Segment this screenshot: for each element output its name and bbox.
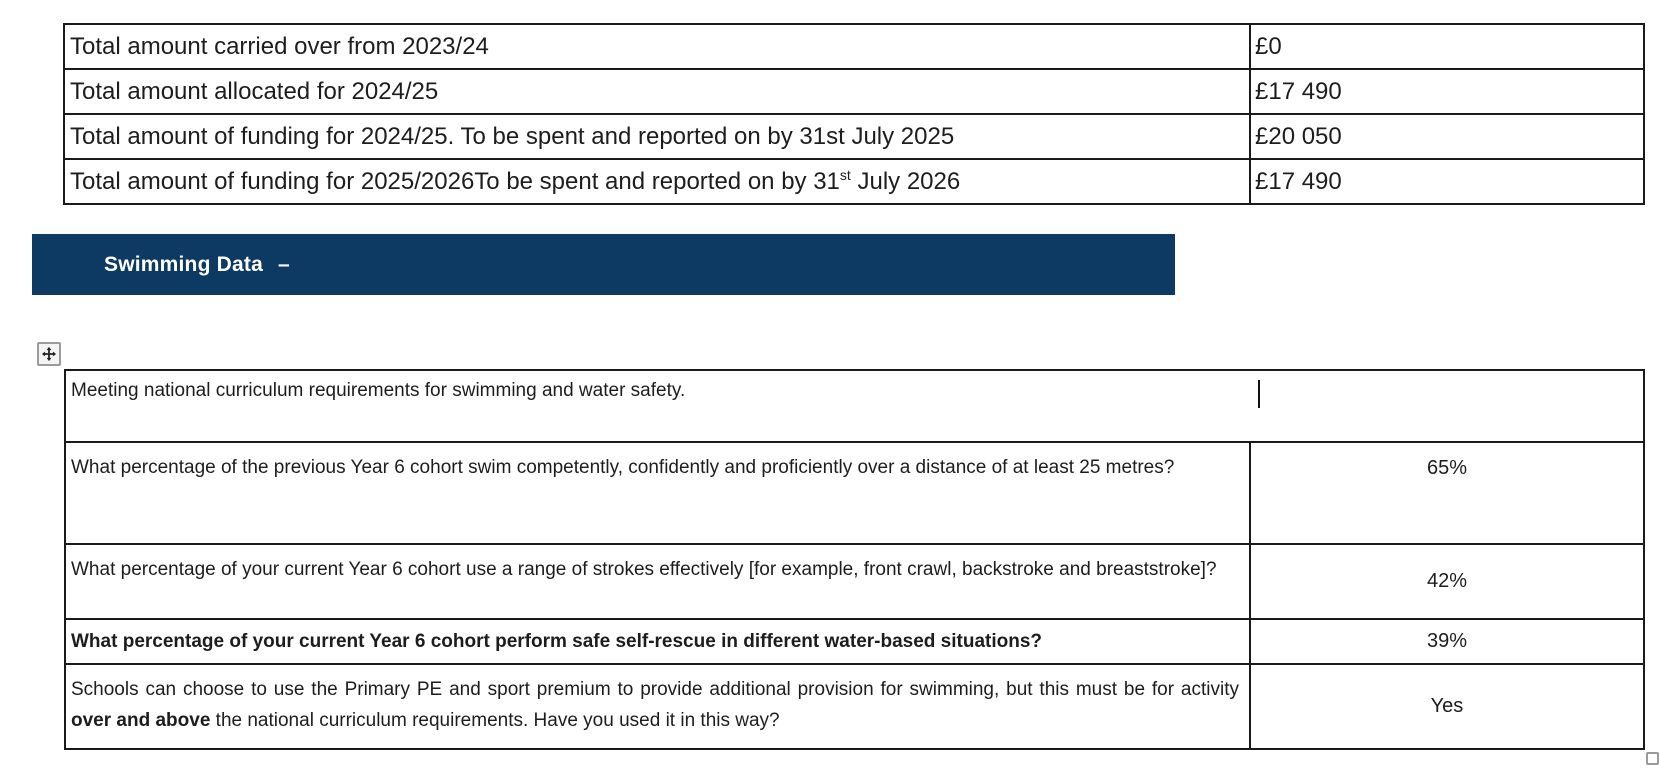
question-previous-year6-25m[interactable]: What percentage of the previous Year 6 c… bbox=[66, 443, 1251, 543]
funding-value-allocated[interactable]: £17 490 bbox=[1255, 77, 1342, 105]
table-row: Total amount of funding for 2024/25. To … bbox=[65, 113, 1643, 158]
banner-dash: – bbox=[277, 252, 290, 276]
funding-label-2025-26[interactable]: Total amount of funding for 2025/2026To … bbox=[65, 160, 1251, 203]
funding-table: Total amount carried over from 2023/24 £… bbox=[63, 23, 1645, 205]
banner-title: Swimming Data bbox=[104, 252, 263, 276]
value-strokes[interactable]: 42% bbox=[1426, 570, 1468, 592]
move-cross-icon bbox=[40, 345, 58, 363]
funding-value-2024-25[interactable]: £20 050 bbox=[1255, 122, 1342, 150]
swimming-header-cell[interactable]: Meeting national curriculum requirements… bbox=[71, 380, 686, 401]
table-resize-handle[interactable] bbox=[1646, 752, 1659, 765]
question-self-rescue[interactable]: What percentage of your current Year 6 c… bbox=[66, 620, 1251, 663]
value-previous-year6-25m[interactable]: 65% bbox=[1426, 457, 1468, 479]
funding-label-2024-25[interactable]: Total amount of funding for 2024/25. To … bbox=[65, 115, 1251, 158]
funding-value-2025-26[interactable]: £17 490 bbox=[1255, 167, 1342, 195]
swimming-table: Meeting national curriculum requirements… bbox=[64, 369, 1645, 750]
table-row: What percentage of your current Year 6 c… bbox=[66, 618, 1643, 663]
funding-value-carried-over[interactable]: £0 bbox=[1255, 32, 1282, 60]
superscript-st: st bbox=[839, 166, 851, 183]
question-additional-provision[interactable]: Schools can choose to use the Primary PE… bbox=[66, 665, 1251, 748]
text-cursor bbox=[1258, 380, 1260, 408]
swimming-data-banner[interactable]: Swimming Data – bbox=[32, 234, 1175, 295]
table-row: What percentage of the previous Year 6 c… bbox=[66, 441, 1643, 543]
table-row: Schools can choose to use the Primary PE… bbox=[66, 663, 1643, 748]
table-row: Total amount allocated for 2024/25 £17 4… bbox=[65, 68, 1643, 113]
table-row: Total amount of funding for 2025/2026To … bbox=[65, 158, 1643, 203]
funding-label-allocated[interactable]: Total amount allocated for 2024/25 bbox=[65, 70, 1251, 113]
table-row: What percentage of your current Year 6 c… bbox=[66, 543, 1643, 618]
value-additional-provision[interactable]: Yes bbox=[1430, 695, 1464, 717]
value-self-rescue[interactable]: 39% bbox=[1426, 630, 1468, 652]
label-text: Total amount of funding for 2025/2026To … bbox=[70, 167, 840, 195]
question-text: Schools can choose to use the Primary PE… bbox=[71, 679, 1239, 700]
table-move-handle[interactable] bbox=[37, 342, 61, 366]
question-bold-text: over and above bbox=[71, 710, 211, 731]
table-row: Total amount carried over from 2023/24 £… bbox=[65, 25, 1643, 68]
label-text: July 2026 bbox=[850, 167, 961, 195]
funding-label-carried-over[interactable]: Total amount carried over from 2023/24 bbox=[65, 25, 1251, 68]
question-text: the national curriculum requirements. Ha… bbox=[210, 710, 780, 731]
question-strokes[interactable]: What percentage of your current Year 6 c… bbox=[66, 545, 1251, 618]
